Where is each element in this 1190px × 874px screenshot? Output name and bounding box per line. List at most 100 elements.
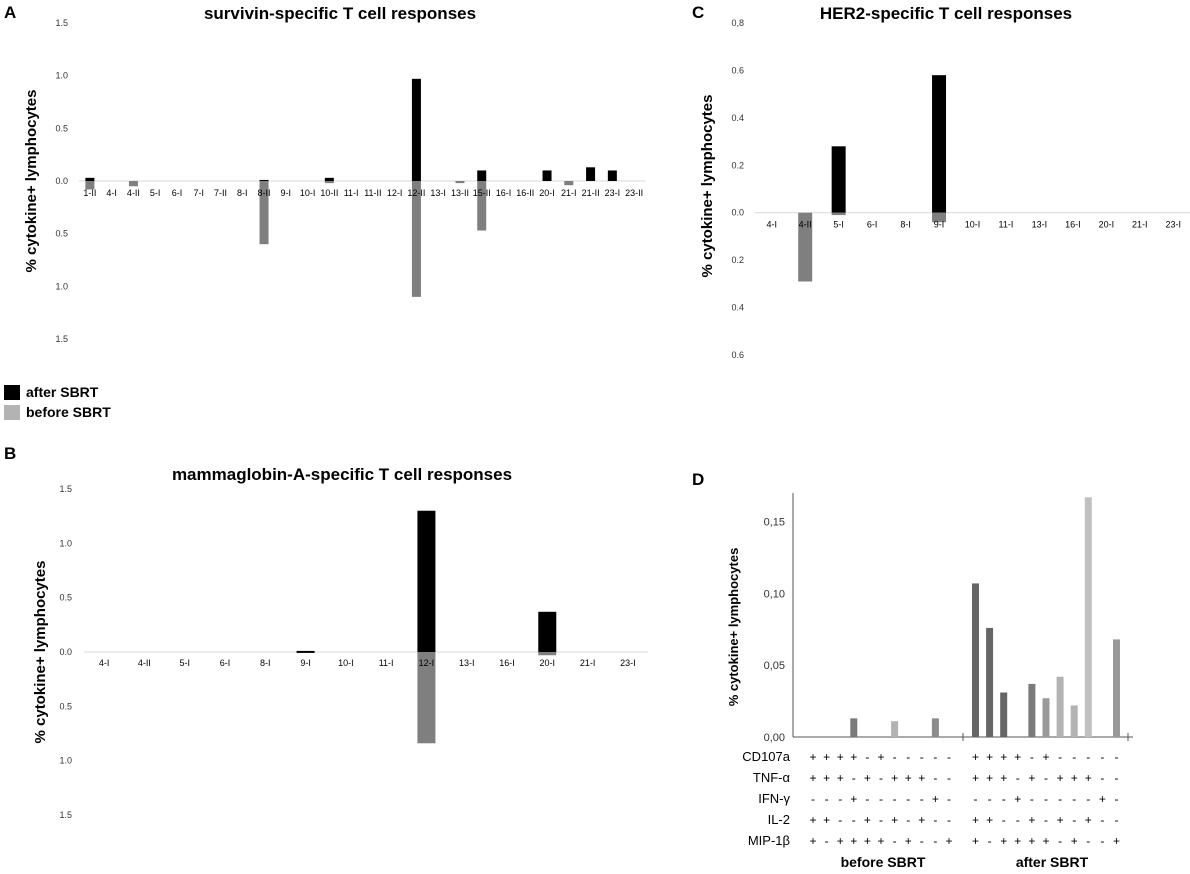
- marker-sign: -: [906, 750, 910, 764]
- bar-combination: [891, 721, 899, 737]
- marker-sign: -: [893, 834, 897, 848]
- marker-sign: +: [1085, 813, 1092, 827]
- category-label: 11-I: [344, 188, 359, 198]
- category-label: 23-II: [625, 188, 643, 198]
- category-label: 13-II: [451, 188, 469, 198]
- panel-c-yticks: 0,8 0.6 0.4 0.2 0.0 0.2 0.4 0.6: [731, 18, 744, 360]
- bar-after-sbrt: [607, 170, 617, 181]
- panel-b-yticks: 1.5 1.0 0.5 0.0 0.5 1.0 1.5: [59, 484, 72, 820]
- bar-combination: [1113, 639, 1120, 737]
- bar-combination: [1070, 705, 1078, 737]
- legend-after-label: after SBRT: [26, 384, 99, 400]
- bar-before-sbrt: [455, 181, 465, 184]
- marker-sign: -: [1100, 750, 1104, 764]
- category-label: 21-I: [1132, 220, 1148, 230]
- ytick-label: 0.4: [731, 113, 744, 123]
- panel-d: D % cytokine+ lymphocytes 0,150,100,050,…: [692, 470, 1133, 870]
- legend: after SBRT before SBRT: [4, 384, 111, 420]
- bar-before-sbrt: [259, 181, 269, 245]
- marker-sign: +: [864, 771, 871, 785]
- marker-sign: -: [865, 792, 869, 806]
- ytick-label: 0,10: [764, 588, 785, 600]
- ytick-label: 1.5: [59, 810, 72, 820]
- category-label: 21-I: [580, 658, 596, 668]
- marker-sign: +: [1057, 813, 1064, 827]
- panel-b-categories: 4-I 4-II 5-I 6-I 8-I 9-I 10-I 11-I 12-I 13-I 16-I 2…: [99, 658, 636, 668]
- category-label: 12-I: [419, 658, 435, 668]
- bar-combination: [972, 583, 979, 737]
- category-label: 11-II: [364, 188, 381, 198]
- marker-sign: -: [988, 834, 992, 848]
- panel-a-yticks: 1.5 1.0 0.5 0.0 0.5 1.0 1.5: [55, 18, 68, 344]
- marker-sign: +: [1099, 792, 1106, 806]
- marker-sign: -: [933, 834, 937, 848]
- marker-sign: -: [1002, 813, 1006, 827]
- category-label: 23-I: [620, 658, 636, 668]
- panel-label-c: C: [692, 3, 704, 22]
- marker-sign: -: [1058, 834, 1062, 848]
- marker-sign: +: [972, 771, 979, 785]
- marker-sign: +: [823, 750, 830, 764]
- panel-b: B mammaglobin-A-specific T cell response…: [4, 444, 648, 820]
- panel-d-combination-rows: CD107a + + + + - + - - - - - + + + + - + - - - - -TNF-α + + + - + - +…: [742, 749, 1120, 848]
- category-label: 6-I: [172, 188, 183, 198]
- marker-sign: -: [1016, 771, 1020, 785]
- category-label: 7-I: [193, 188, 204, 198]
- marker-sign: +: [918, 813, 925, 827]
- marker-row-label: MIP-1β: [748, 833, 790, 848]
- marker-sign: +: [1014, 750, 1021, 764]
- bar-combination: [850, 718, 858, 737]
- ytick-label: 0,05: [764, 660, 785, 672]
- marker-sign: -: [893, 792, 897, 806]
- marker-sign: -: [906, 792, 910, 806]
- panel-a-title: survivin-specific T cell responses: [204, 4, 476, 23]
- marker-sign: -: [1115, 792, 1119, 806]
- marker-sign: +: [1028, 834, 1035, 848]
- marker-sign: -: [1086, 792, 1090, 806]
- category-label: 10-I: [965, 220, 981, 230]
- marker-sign: -: [920, 792, 924, 806]
- marker-sign: +: [823, 813, 830, 827]
- bar-combination: [986, 627, 994, 737]
- marker-sign: -: [1100, 813, 1104, 827]
- marker-sign: -: [825, 834, 829, 848]
- marker-sign: +: [905, 834, 912, 848]
- category-label: 4-II: [138, 658, 151, 668]
- category-label: 7-II: [214, 188, 227, 198]
- marker-sign: +: [864, 834, 871, 848]
- category-label: 8-I: [260, 658, 271, 668]
- marker-sign: -: [879, 813, 883, 827]
- category-label: 9-I: [934, 220, 945, 230]
- marker-sign: +: [972, 834, 979, 848]
- bar-combination: [931, 718, 939, 737]
- bar-after-sbrt: [296, 650, 315, 653]
- ytick-label: 0,8: [731, 18, 744, 28]
- panel-b-ylabel: % cytokine+ lymphocytes: [32, 561, 49, 744]
- marker-sign: +: [1057, 771, 1064, 785]
- marker-sign: +: [972, 813, 979, 827]
- category-label: 20-I: [540, 658, 556, 668]
- panel-a-categories: 1-II 4-I 4-II 5-I 6-I 7-I 7-II 8-I 8-II 9-I 10-I 10…: [83, 188, 643, 198]
- bar-after-sbrt: [259, 179, 269, 182]
- bar-after-sbrt: [831, 146, 846, 213]
- panel-a-ylabel: % cytokine+ lymphocytes: [23, 90, 40, 273]
- bar-combination: [1084, 497, 1092, 737]
- panel-label-b: B: [4, 444, 16, 463]
- category-label: 4-II: [799, 220, 812, 230]
- ytick-label: 0,00: [764, 732, 785, 744]
- ytick-label: 0.5: [55, 229, 68, 239]
- category-label: 16-II: [516, 188, 534, 198]
- marker-sign: -: [1072, 813, 1076, 827]
- panel-c-title: HER2-specific T cell responses: [820, 4, 1072, 23]
- category-label: 11-I: [999, 220, 1014, 230]
- marker-sign: -: [1058, 750, 1062, 764]
- category-label: 5-I: [150, 188, 161, 198]
- marker-sign: -: [920, 834, 924, 848]
- ytick-label: 0.0: [731, 208, 744, 218]
- bar-after-sbrt: [477, 170, 487, 181]
- marker-sign: -: [838, 813, 842, 827]
- bar-before-sbrt: [477, 181, 487, 231]
- marker-sign: +: [809, 834, 816, 848]
- marker-sign: +: [1000, 834, 1007, 848]
- bar-after-sbrt: [417, 510, 436, 652]
